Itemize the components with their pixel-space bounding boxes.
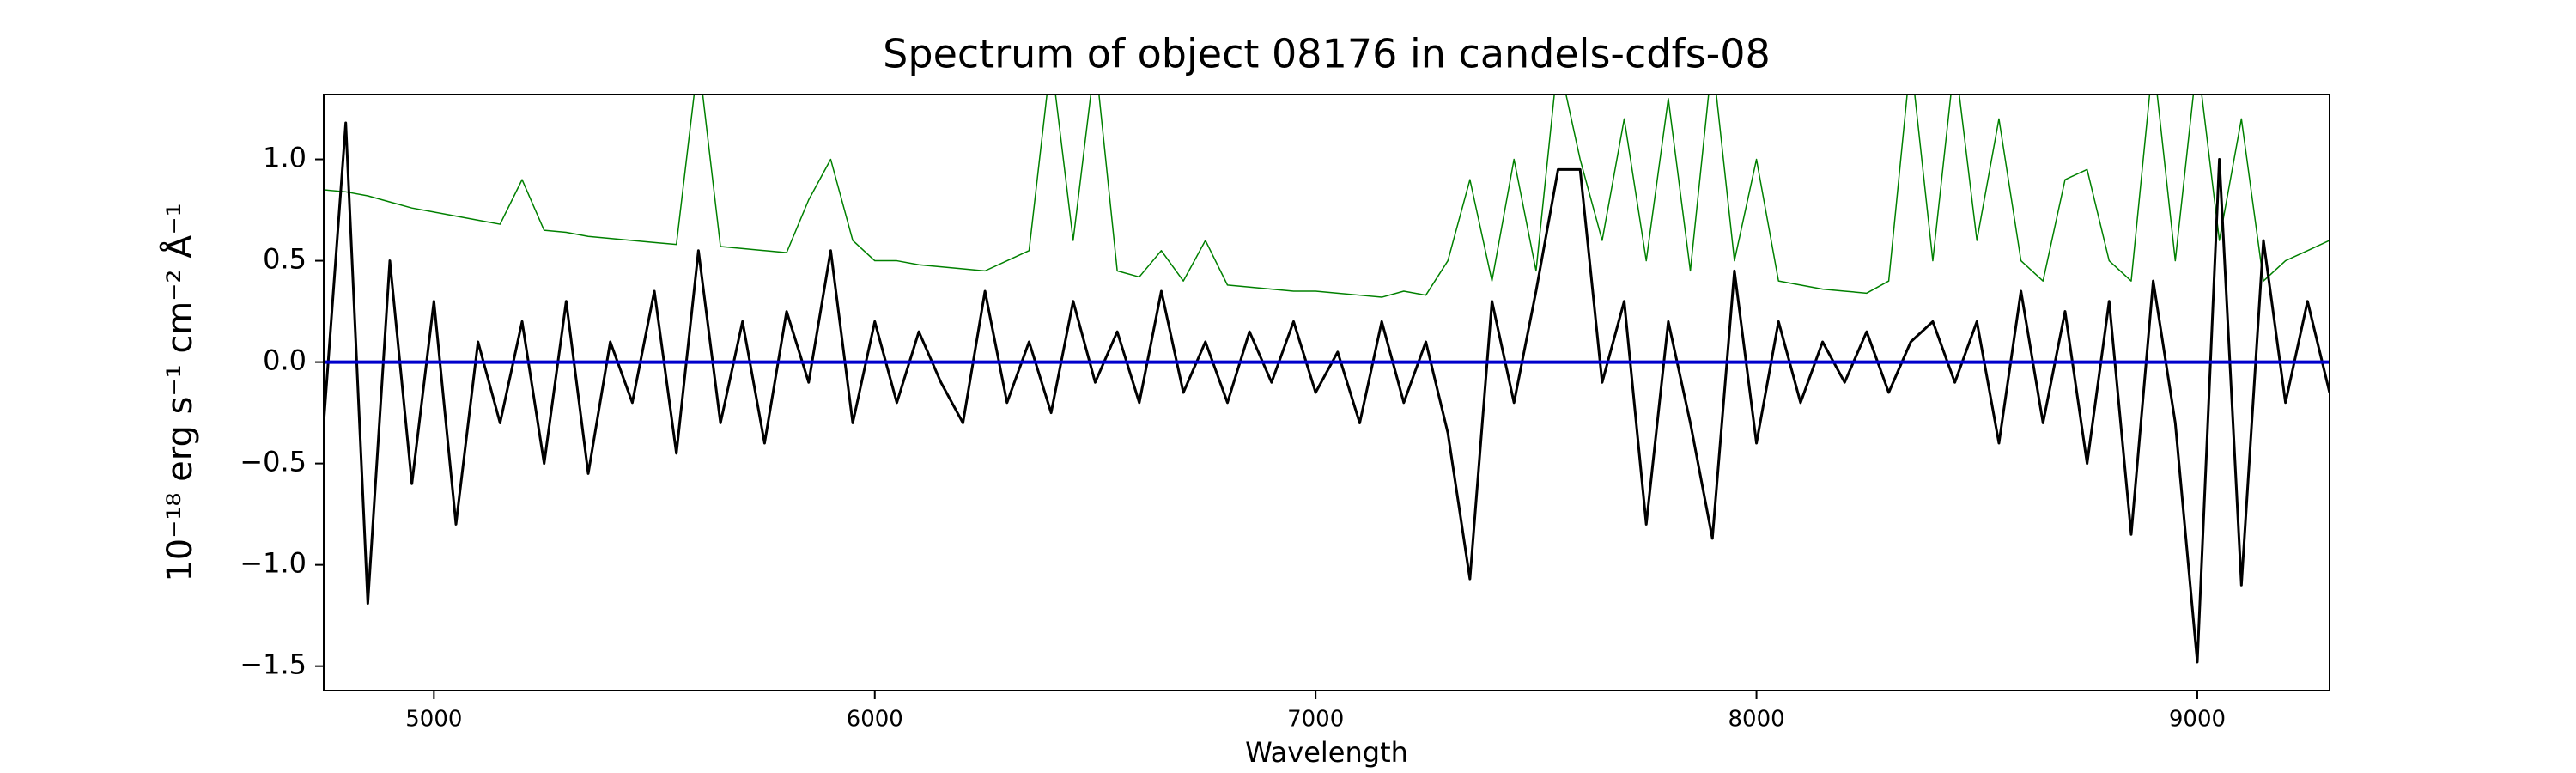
spectrum-line (324, 121, 2330, 664)
y-tick-label: 1.0 (263, 142, 307, 174)
y-tick-label: −1.5 (240, 648, 307, 681)
x-tick-label: 6000 (847, 707, 903, 733)
chart-title: Spectrum of object 08176 in candels-cdfs… (883, 31, 1771, 77)
x-tick-label: 9000 (2169, 707, 2226, 733)
x-axis-label: Wavelength (1245, 736, 1408, 769)
spectrum-line (324, 94, 2330, 298)
y-tick-label: −0.5 (240, 446, 307, 478)
x-tick-label: 8000 (1728, 707, 1784, 733)
y-tick-label: 0.5 (263, 243, 307, 276)
plot-frame (323, 94, 2330, 691)
y-tick-label: 0.0 (263, 344, 307, 377)
x-tick-label: 5000 (405, 707, 462, 733)
y-axis-label: 10⁻¹⁸ erg s⁻¹ cm⁻² Å⁻¹ (159, 203, 200, 581)
x-tick-label: 7000 (1287, 707, 1344, 733)
plot-area (324, 94, 2330, 664)
y-tick-label: −1.0 (240, 547, 307, 580)
